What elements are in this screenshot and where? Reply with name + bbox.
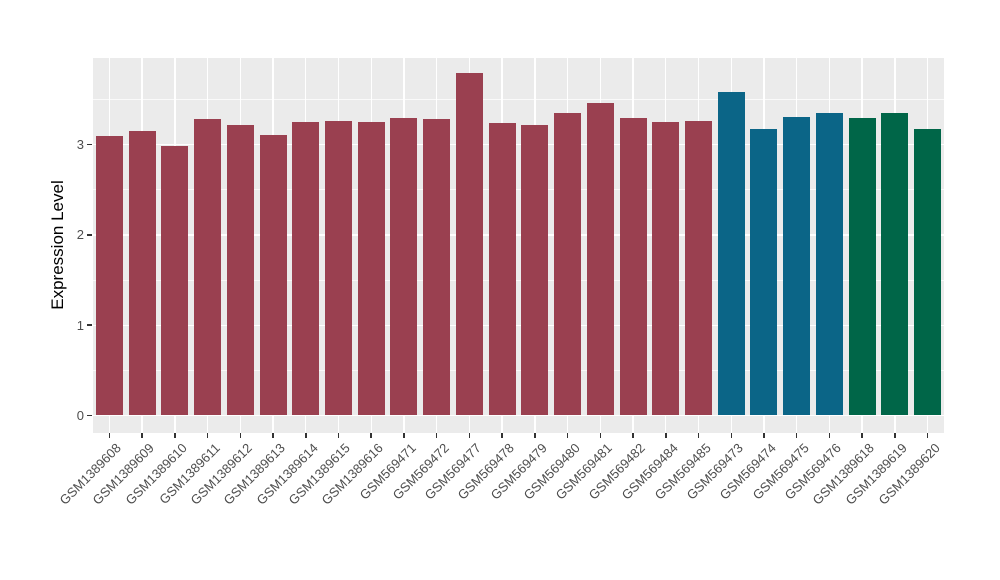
bar-GSM569478 xyxy=(488,122,516,416)
x-tick-mark xyxy=(894,433,896,438)
y-tick-label: 3 xyxy=(76,137,84,153)
x-tick-mark xyxy=(501,433,503,438)
bar-GSM569484 xyxy=(652,122,680,416)
x-tick-mark xyxy=(370,433,372,438)
x-tick-mark xyxy=(305,433,307,438)
x-tick-mark xyxy=(632,433,634,438)
bar-GSM569471 xyxy=(390,117,418,416)
bar-GSM569485 xyxy=(685,121,713,416)
bar-GSM1389612 xyxy=(226,124,254,416)
x-tick-mark xyxy=(926,433,929,438)
plot-panel xyxy=(93,58,944,433)
x-tick-mark xyxy=(272,433,274,438)
x-tick-mark xyxy=(665,433,667,438)
y-tick-mark xyxy=(87,324,92,326)
y-tick-mark xyxy=(87,234,92,236)
bar-GSM1389618 xyxy=(848,118,876,416)
bar-GSM569477 xyxy=(455,73,483,416)
major-gridline xyxy=(93,143,944,146)
major-gridline xyxy=(93,324,944,326)
y-tick-label: 2 xyxy=(76,227,84,243)
x-tick-mark xyxy=(108,433,111,438)
x-tick-mark xyxy=(174,433,176,438)
y-axis-title-text: Expression Level xyxy=(48,180,67,310)
bar-GSM1389614 xyxy=(292,122,320,416)
minor-gridline xyxy=(93,279,944,281)
x-tick-mark xyxy=(403,433,405,438)
minor-gridline xyxy=(93,189,944,191)
x-tick-mark xyxy=(239,433,242,438)
y-tick-label: 1 xyxy=(76,317,84,333)
x-tick-mark xyxy=(763,433,765,438)
bar-GSM569475 xyxy=(783,116,811,416)
bar-GSM1389609 xyxy=(128,131,156,416)
bar-GSM569482 xyxy=(619,117,647,416)
x-tick-mark xyxy=(861,433,863,438)
bar-GSM569481 xyxy=(586,103,614,416)
bar-GSM1389611 xyxy=(194,119,222,416)
x-tick-mark xyxy=(206,433,209,438)
x-tick-mark xyxy=(828,433,831,438)
x-tick-mark xyxy=(435,433,438,438)
bar-GSM1389620 xyxy=(914,129,942,416)
bar-GSM569473 xyxy=(717,92,745,416)
bar-GSM1389619 xyxy=(881,112,909,416)
x-tick-mark xyxy=(730,433,732,438)
bar-GSM1389616 xyxy=(357,122,385,416)
bar-GSM569474 xyxy=(750,129,778,416)
minor-gridline xyxy=(93,99,944,100)
bar-GSM569476 xyxy=(815,112,843,416)
bar-GSM1389613 xyxy=(259,134,287,416)
bar-GSM569472 xyxy=(423,119,451,416)
y-tick-label: 0 xyxy=(76,408,84,423)
x-tick-mark xyxy=(599,433,602,438)
x-tick-mark xyxy=(697,433,700,438)
major-gridline xyxy=(93,234,944,236)
y-tick-mark xyxy=(87,414,92,417)
y-tick-mark xyxy=(87,143,92,146)
bar-GSM569480 xyxy=(554,112,582,416)
x-tick-mark xyxy=(795,433,798,438)
bar-GSM1389615 xyxy=(324,121,352,416)
major-gridline xyxy=(93,414,944,417)
x-tick-mark xyxy=(141,433,143,438)
x-tick-mark xyxy=(468,433,471,438)
x-tick-mark xyxy=(534,433,536,438)
bar-GSM569479 xyxy=(521,124,549,416)
minor-gridline xyxy=(93,369,944,371)
bar-GSM1389610 xyxy=(161,146,189,416)
bar-GSM1389608 xyxy=(95,135,123,416)
x-tick-mark xyxy=(337,433,340,438)
x-tick-mark xyxy=(566,433,569,438)
